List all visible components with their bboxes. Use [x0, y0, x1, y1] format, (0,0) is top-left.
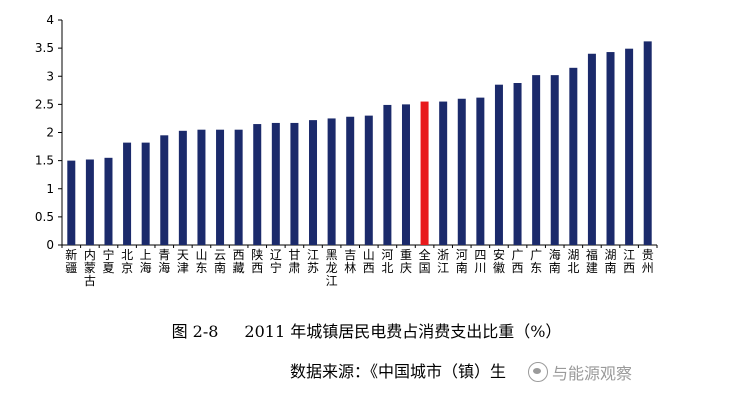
- bar: [383, 104, 392, 245]
- bar: [550, 75, 559, 245]
- x-tick-label: 新疆: [65, 247, 77, 275]
- x-tick-label: 全国: [419, 247, 431, 275]
- bar: [104, 157, 113, 245]
- bar: [494, 84, 503, 245]
- x-tick-label: 浙江: [437, 248, 449, 275]
- x-tick-label: 上海: [140, 248, 152, 275]
- x-tick-label: 四川: [474, 248, 486, 275]
- bar: [587, 53, 596, 245]
- x-tick-label: 江西: [623, 248, 635, 275]
- bar-chart: 0 0.5 1 1.5 2 2.5 3 3.5 4 新疆内蒙古宁夏北京上海青海天津山东云南西藏陕西…: [35, 13, 658, 288]
- y-tick-label: 3: [46, 69, 54, 83]
- bar: [85, 159, 94, 245]
- x-tick-label: 湖北: [567, 247, 579, 275]
- bar: [457, 98, 466, 245]
- bar: [141, 142, 150, 245]
- wechat-icon: [528, 362, 548, 382]
- x-tick-label: 重庆: [400, 248, 412, 275]
- x-tick-label: 江苏: [307, 248, 319, 275]
- x-tick-label: 陕西: [251, 247, 263, 275]
- bar: [420, 101, 429, 245]
- bar: [513, 83, 522, 245]
- x-tick-label: 福建: [586, 247, 598, 275]
- x-tick-label: 吉林: [344, 248, 356, 275]
- bar: [346, 116, 355, 245]
- bar: [271, 122, 280, 245]
- x-tick-label: 广西: [512, 248, 524, 275]
- x-tick-label: 河北: [381, 248, 393, 275]
- bar: [123, 142, 132, 245]
- x-tick-label: 甘肃: [288, 248, 300, 275]
- x-tick-label: 广东: [530, 248, 542, 275]
- figure-title: 2011 年城镇居民电费占消费支出比重（%）: [244, 322, 562, 341]
- bar: [606, 52, 615, 245]
- x-tick-label: 湖南: [605, 247, 617, 275]
- x-tick-label: 宁夏: [102, 247, 114, 275]
- watermark-text: 与能源观察: [552, 364, 633, 383]
- figure-number: 图 2-8: [171, 322, 219, 341]
- watermark: 与能源观察: [528, 360, 632, 384]
- y-tick-label: 1.5: [35, 154, 54, 168]
- figure-caption: 图 2-8 2011 年城镇居民电费占消费支出比重（%）: [0, 318, 733, 342]
- x-tick-label: 辽宁: [270, 248, 282, 275]
- bar: [253, 124, 262, 245]
- x-tick-label: 天津: [177, 248, 189, 275]
- data-source: 数据来源：《中国城市（镇）生: [290, 362, 507, 381]
- x-tick-label: 青海: [158, 248, 170, 275]
- bar: [569, 67, 578, 245]
- bar: [401, 104, 410, 245]
- bar: [309, 120, 318, 245]
- bar: [532, 75, 541, 245]
- bar: [290, 122, 299, 245]
- bar: [178, 130, 187, 245]
- x-tick-label: 河南: [456, 248, 468, 275]
- x-tick-label: 云南: [214, 248, 226, 275]
- bar: [160, 135, 169, 245]
- x-tick-label: 西藏: [233, 248, 245, 275]
- bar: [197, 129, 206, 245]
- bar: [216, 129, 225, 245]
- bar: [327, 118, 336, 245]
- x-tick-label: 北京: [121, 248, 133, 275]
- y-tick-label: 2: [46, 126, 54, 140]
- x-tick-label: 海南: [549, 247, 561, 275]
- x-tick-label: 内蒙古: [84, 248, 96, 288]
- y-tick-label: 1: [46, 182, 54, 196]
- bar: [439, 101, 448, 245]
- bar: [643, 41, 652, 245]
- bar: [476, 97, 485, 245]
- y-tick-label: 2.5: [35, 97, 54, 111]
- y-tick-label: 4: [46, 13, 54, 27]
- x-tick-label: 山西: [363, 248, 375, 275]
- x-tick-label: 贵州: [642, 248, 654, 275]
- x-tick-label: 安徽: [493, 247, 505, 275]
- bar: [67, 160, 76, 245]
- x-tick-label: 黑龙江: [326, 248, 338, 288]
- bar: [234, 129, 243, 245]
- y-tick-label: 0.5: [35, 210, 54, 224]
- y-tick-label: 0: [46, 238, 54, 252]
- bar: [364, 115, 373, 245]
- y-tick-label: 3.5: [35, 41, 54, 55]
- x-tick-label: 山东: [195, 248, 207, 275]
- bar: [625, 48, 634, 245]
